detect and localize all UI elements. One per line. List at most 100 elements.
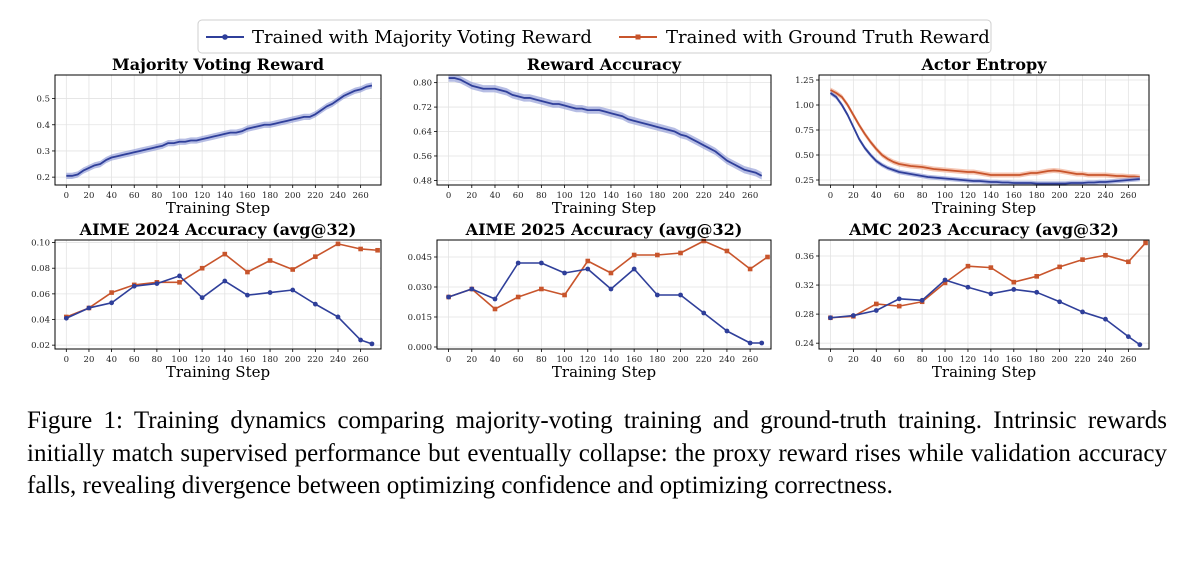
y-tick-label: 0.28 <box>795 310 814 320</box>
x-tick-label: 220 <box>307 191 323 201</box>
data-point-square <box>747 266 753 272</box>
x-tick-label: 120 <box>960 191 976 201</box>
data-point-circle <box>1137 342 1143 348</box>
data-point-square <box>515 294 521 300</box>
y-tick-label: 0.72 <box>413 103 432 113</box>
x-tick-label: 200 <box>1052 355 1068 365</box>
data-point-circle <box>1011 287 1017 292</box>
y-tick-label: 0.000 <box>408 343 432 353</box>
chart-panel-6: 0 20 40 60 80 100 120 140 160 180 200 220 240 260 0.24… <box>795 220 1150 381</box>
x-tick-label: 80 <box>151 191 162 201</box>
x-tick-label: 120 <box>960 355 976 365</box>
x-tick-label: 180 <box>1029 191 1045 201</box>
data-point-circle <box>222 278 228 284</box>
x-axis-label: Training Step <box>552 199 656 217</box>
data-point-square <box>539 286 544 292</box>
y-tick-label: 0.045 <box>408 253 432 263</box>
x-tick-label: 60 <box>894 355 905 365</box>
data-point-square <box>655 252 660 258</box>
data-point-circle <box>585 266 591 272</box>
chart-panel-2: 0 20 40 60 80 100 120 140 160 180 200 220 240 260 0.48… <box>413 55 772 217</box>
y-tick-label: 0.4 <box>36 121 50 131</box>
x-axis-label: Training Step <box>932 199 1036 217</box>
x-axis-label: Training Step <box>166 363 270 381</box>
x-axis-label: Training Step <box>552 363 656 381</box>
data-point-circle <box>873 308 879 313</box>
series-line-2 <box>829 92 1140 185</box>
x-tick-label: 100 <box>937 355 953 365</box>
data-point-circle <box>701 310 707 316</box>
x-tick-label: 260 <box>742 191 758 201</box>
data-point-square <box>335 241 341 247</box>
x-tick-label: 100 <box>937 191 953 201</box>
data-point-square <box>608 270 614 276</box>
series-band-1 <box>66 82 372 179</box>
data-point-square <box>177 280 182 285</box>
data-point-circle <box>608 286 614 292</box>
x-tick-label: 200 <box>672 191 688 201</box>
x-tick-label: 0 <box>828 355 833 365</box>
x-tick-label: 200 <box>285 355 301 365</box>
data-point-square <box>873 301 879 307</box>
legend-gt-marker <box>635 34 641 40</box>
data-point-circle <box>1125 334 1131 340</box>
x-tick-label: 140 <box>983 191 999 201</box>
chart-panel-4: 0 20 40 60 80 100 120 140 160 180 200 220 240 260 0.02… <box>31 220 382 381</box>
data-point-square <box>245 269 250 275</box>
x-tick-label: 60 <box>129 355 140 365</box>
plot-frame <box>818 239 1150 350</box>
x-tick-label: 260 <box>742 355 758 365</box>
legend: Trained with Majority Voting Reward Trai… <box>197 19 992 54</box>
x-tick-label: 140 <box>983 355 999 365</box>
x-tick-label: 0 <box>828 191 833 201</box>
x-tick-label: 80 <box>917 191 928 201</box>
y-tick-label: 0.56 <box>413 152 432 162</box>
x-tick-label: 60 <box>894 191 905 201</box>
x-tick-label: 60 <box>513 355 524 365</box>
series-line-1 <box>830 242 1147 319</box>
y-tick-label: 0.32 <box>795 281 814 291</box>
figure-caption: Figure 1: Training dynamics comparing ma… <box>27 407 1167 499</box>
x-tick-label: 80 <box>151 355 162 365</box>
x-tick-label: 240 <box>330 191 346 201</box>
data-point-square <box>965 263 971 269</box>
y-tick-label: 0.08 <box>31 264 50 274</box>
data-point-square <box>492 306 498 312</box>
series-band-1 <box>448 74 762 180</box>
chart-title: Reward Accuracy <box>527 55 682 74</box>
series-line-1 <box>830 89 1140 178</box>
data-point-square <box>765 254 770 260</box>
x-tick-label: 40 <box>490 191 501 201</box>
x-tick-label: 80 <box>536 355 547 365</box>
x-tick-label: 80 <box>536 191 547 201</box>
data-point-square <box>1011 279 1017 285</box>
data-point-circle <box>850 313 856 318</box>
chart-title: AMC 2023 Accuracy (avg@32) <box>848 220 1119 239</box>
x-tick-label: 160 <box>239 355 255 365</box>
data-point-circle <box>724 328 730 334</box>
y-tick-label: 0.5 <box>36 95 50 105</box>
x-tick-label: 120 <box>194 355 210 365</box>
x-tick-label: 180 <box>1029 355 1045 365</box>
y-tick-label: 0.75 <box>795 126 814 136</box>
x-tick-label: 40 <box>106 191 117 201</box>
data-point-circle <box>1080 309 1085 315</box>
data-point-circle <box>678 292 683 298</box>
x-tick-label: 160 <box>1006 191 1022 201</box>
data-point-circle <box>538 260 544 266</box>
data-point-circle <box>1034 289 1040 295</box>
x-tick-label: 20 <box>466 191 477 201</box>
x-tick-label: 120 <box>580 191 596 201</box>
data-point-square <box>631 252 637 258</box>
data-point-square <box>267 258 273 263</box>
chart-title: Actor Entropy <box>920 55 1047 74</box>
x-tick-label: 140 <box>603 355 619 365</box>
x-tick-label: 220 <box>696 355 712 365</box>
data-point-circle <box>245 292 250 298</box>
x-tick-label: 220 <box>1074 355 1090 365</box>
series-line-1 <box>66 243 378 318</box>
y-tick-label: 0.3 <box>36 147 50 157</box>
data-point-circle <box>199 295 205 301</box>
data-point-circle <box>515 260 521 266</box>
data-point-square <box>375 247 380 253</box>
